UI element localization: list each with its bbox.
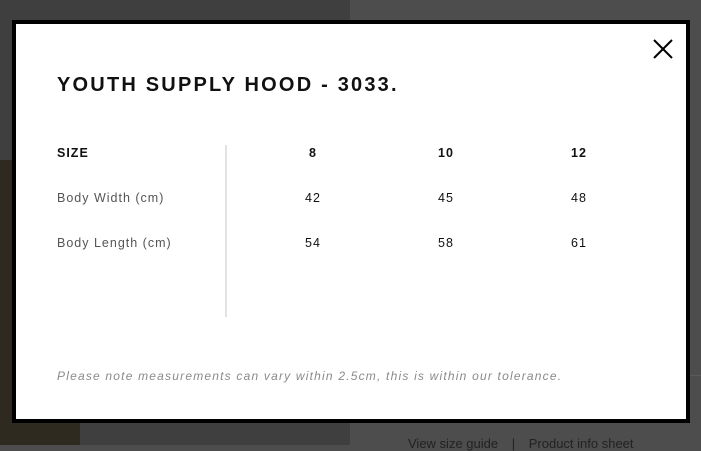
table-row: Body Width (cm) 42 45 48 [57, 191, 647, 236]
table-divider [225, 145, 227, 317]
divider [690, 375, 701, 376]
cell: 58 [438, 236, 454, 250]
cell: 48 [571, 191, 587, 205]
row-label: Body Length (cm) [57, 236, 172, 250]
table-row: Body Length (cm) 54 58 61 [57, 236, 647, 281]
close-icon [653, 39, 673, 59]
size-8: 8 [309, 146, 317, 160]
size-table: SIZE 8 10 12 Body Width (cm) 42 45 48 Bo… [57, 146, 647, 281]
size-10: 10 [438, 146, 454, 160]
size-guide-link[interactable]: View size guide [408, 436, 499, 451]
table-header-row: SIZE 8 10 12 [57, 146, 647, 191]
cell: 45 [438, 191, 454, 205]
product-links: View size guide | Product info sheet [408, 436, 644, 451]
size-guide-modal: YOUTH SUPPLY HOOD - 3033. SIZE 8 10 12 B… [12, 20, 690, 423]
row-label: Body Width (cm) [57, 191, 165, 205]
cell: 42 [305, 191, 321, 205]
close-button[interactable] [652, 38, 674, 60]
size-header: SIZE [57, 146, 89, 160]
link-separator: | [511, 436, 516, 451]
size-12: 12 [571, 146, 587, 160]
tolerance-note: Please note measurements can vary within… [57, 369, 563, 383]
cell: 61 [571, 236, 587, 250]
modal-title: YOUTH SUPPLY HOOD - 3033. [57, 74, 399, 96]
cell: 54 [305, 236, 321, 250]
product-info-sheet-link[interactable]: Product info sheet [528, 436, 634, 451]
